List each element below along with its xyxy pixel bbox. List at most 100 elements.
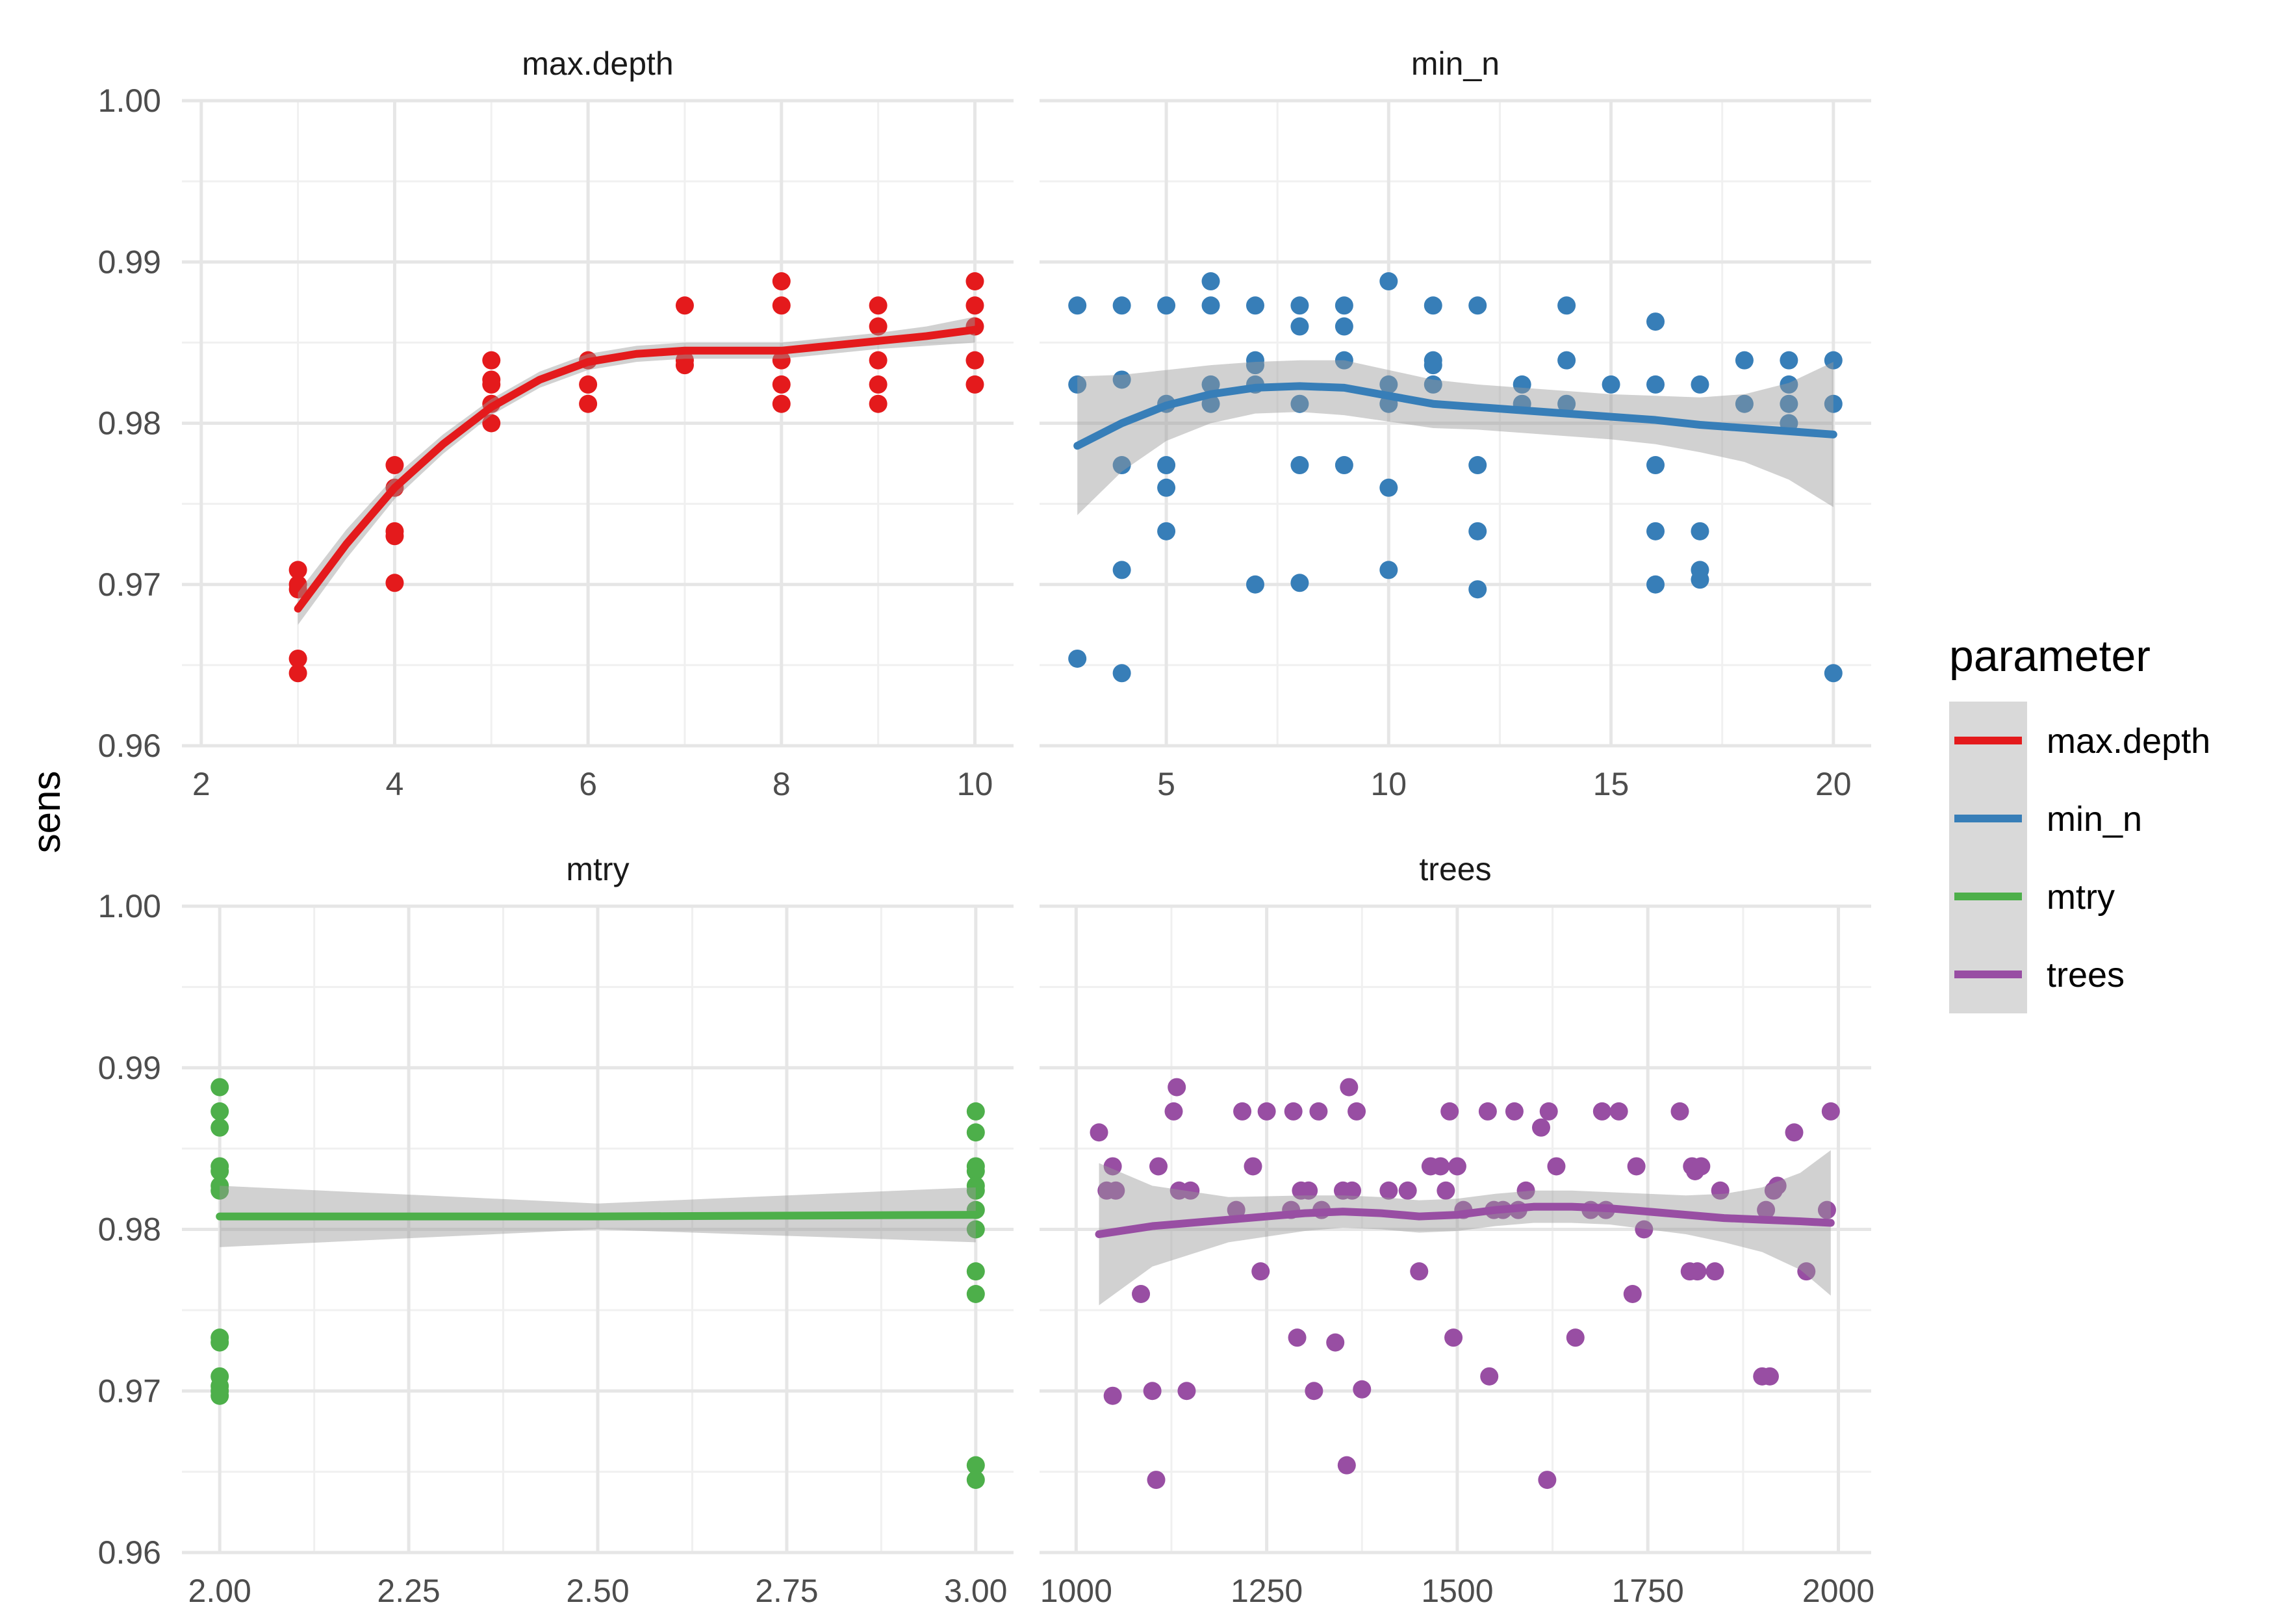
x-tick-label: 8 bbox=[773, 766, 791, 802]
data-point bbox=[1513, 375, 1531, 394]
data-point bbox=[211, 1161, 229, 1180]
data-point bbox=[288, 649, 307, 668]
data-point bbox=[1379, 375, 1398, 394]
y-tick-label: 0.96 bbox=[98, 728, 161, 764]
y-tick-label: 0.99 bbox=[98, 1050, 161, 1086]
data-point bbox=[1112, 296, 1131, 315]
x-tick-label: 1250 bbox=[1231, 1573, 1303, 1609]
data-point bbox=[1424, 296, 1442, 315]
x-tick-label: 2.25 bbox=[377, 1573, 440, 1609]
y-tick-label: 0.97 bbox=[98, 566, 161, 603]
data-point bbox=[965, 272, 984, 291]
data-point bbox=[1246, 575, 1264, 594]
data-point bbox=[1343, 1181, 1362, 1200]
data-point bbox=[772, 375, 791, 394]
data-point bbox=[1181, 1181, 1200, 1200]
data-point bbox=[211, 1118, 229, 1137]
data-point bbox=[1817, 1200, 1836, 1219]
data-point bbox=[385, 527, 404, 546]
y-tick-label: 1.00 bbox=[98, 888, 161, 924]
data-point bbox=[1090, 1123, 1108, 1142]
data-point bbox=[966, 1456, 985, 1475]
data-point bbox=[1299, 1181, 1318, 1200]
data-point bbox=[288, 561, 307, 579]
data-point bbox=[675, 356, 694, 375]
data-point bbox=[1824, 664, 1843, 683]
facet-strip-title: min_n bbox=[1411, 45, 1500, 82]
data-point bbox=[1437, 1181, 1455, 1200]
data-point bbox=[1691, 522, 1709, 540]
data-point bbox=[1735, 394, 1754, 413]
data-point bbox=[482, 375, 501, 394]
data-point bbox=[1157, 478, 1176, 497]
panel-trees: trees 1000 1250 1500 1750 2000 bbox=[1040, 851, 1874, 1609]
data-point bbox=[1348, 1102, 1366, 1121]
y-tick-label: 0.99 bbox=[98, 244, 161, 280]
smooth-line bbox=[216, 1211, 980, 1221]
data-point bbox=[211, 1333, 229, 1352]
data-point bbox=[1251, 1262, 1270, 1281]
data-point bbox=[385, 456, 404, 475]
data-point bbox=[1824, 394, 1843, 413]
data-point bbox=[1757, 1200, 1776, 1219]
data-point bbox=[1398, 1181, 1417, 1200]
x-tick-label: 1750 bbox=[1612, 1573, 1684, 1609]
data-point bbox=[1531, 1118, 1550, 1137]
data-point bbox=[1646, 522, 1665, 540]
data-point bbox=[1335, 351, 1353, 370]
data-point bbox=[1623, 1285, 1642, 1303]
x-tick-label: 5 bbox=[1157, 766, 1175, 802]
data-point bbox=[1410, 1262, 1429, 1281]
data-point bbox=[211, 1386, 229, 1405]
data-point bbox=[1290, 317, 1309, 336]
x-tick-label: 20 bbox=[1815, 766, 1852, 802]
data-point bbox=[869, 317, 888, 336]
data-point bbox=[579, 394, 598, 413]
data-point bbox=[1112, 664, 1131, 683]
y-tick-label: 0.97 bbox=[98, 1373, 161, 1409]
x-tick-label: 2.00 bbox=[188, 1573, 251, 1609]
data-point bbox=[1760, 1367, 1779, 1386]
legend-entry-label: trees bbox=[2047, 956, 2125, 995]
data-point bbox=[1201, 375, 1220, 394]
data-point bbox=[1821, 1102, 1840, 1121]
x-tick-label: 2.50 bbox=[566, 1573, 629, 1609]
data-point bbox=[869, 351, 888, 370]
data-point bbox=[1431, 1157, 1450, 1176]
data-point bbox=[1468, 580, 1487, 599]
x-tick-label: 2000 bbox=[1802, 1573, 1874, 1609]
data-point bbox=[1480, 1367, 1499, 1386]
data-point bbox=[1547, 1157, 1566, 1176]
data-point bbox=[1337, 1456, 1356, 1475]
data-point bbox=[1602, 375, 1620, 394]
data-point bbox=[1143, 1382, 1162, 1401]
panel-mtry: mtry 2.00 2.25 2.50 2.75 3.00 0.96 0.97 0.98 0.99… bbox=[98, 851, 1014, 1609]
data-point bbox=[1646, 312, 1665, 331]
data-point bbox=[1201, 272, 1220, 291]
data-point bbox=[966, 1123, 985, 1142]
confidence-band bbox=[1099, 1150, 1831, 1306]
data-point bbox=[1379, 561, 1398, 579]
data-point bbox=[1780, 394, 1798, 413]
data-point bbox=[675, 296, 694, 315]
data-point bbox=[288, 664, 307, 683]
data-point bbox=[1326, 1333, 1345, 1352]
panel-max-depth: max.depth 2 4 6 8 10 0.96 0.97 0.98 0.99 1.00 bbox=[98, 45, 1014, 802]
data-point bbox=[1797, 1262, 1816, 1281]
data-point bbox=[482, 414, 501, 433]
data-point bbox=[1824, 351, 1843, 370]
data-point bbox=[1168, 1078, 1186, 1097]
data-point bbox=[1149, 1157, 1168, 1176]
data-point bbox=[965, 375, 984, 394]
data-point bbox=[1646, 456, 1665, 475]
data-point bbox=[1691, 570, 1709, 589]
data-point bbox=[1516, 1181, 1535, 1200]
x-tick-label: 1500 bbox=[1421, 1573, 1493, 1609]
x-tick-label: 2 bbox=[192, 766, 211, 802]
data-point bbox=[1132, 1285, 1151, 1303]
data-point bbox=[772, 272, 791, 291]
data-point bbox=[211, 1078, 229, 1097]
data-point bbox=[1103, 1157, 1122, 1176]
x-tick-label: 6 bbox=[579, 766, 597, 802]
